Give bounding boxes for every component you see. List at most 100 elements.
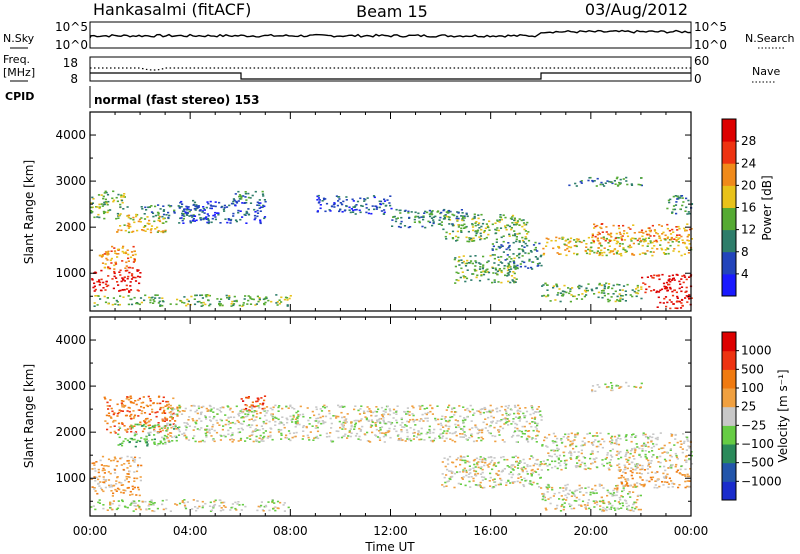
velocity-echo-cell <box>545 445 548 447</box>
velocity-echo-cell <box>481 429 484 432</box>
power-echo-cell <box>607 233 610 236</box>
velocity-echo-cell <box>627 504 630 507</box>
power-echo-cell <box>536 258 539 260</box>
velocity-echo-cell <box>297 414 300 416</box>
velocity-echo-cell <box>388 413 392 416</box>
velocity-echo-cell <box>463 425 466 428</box>
velocity-echo-cell <box>255 400 258 403</box>
power-echo-cell <box>446 215 449 218</box>
power-echo-cell <box>498 219 501 221</box>
power-echo-cell <box>512 280 515 282</box>
power-echo-cell <box>264 298 267 300</box>
power-echo-cell <box>681 197 684 199</box>
power-echo-cell <box>630 183 633 185</box>
power-echo-cell <box>672 303 675 305</box>
power-echo-cell <box>97 213 100 216</box>
velocity-echo-cell <box>382 420 385 423</box>
power-echo-cell <box>611 287 614 290</box>
power-echo-cell <box>675 240 678 242</box>
power-echo-cell <box>650 275 653 277</box>
power-echo-cell <box>341 211 344 213</box>
power-echo-cell <box>612 284 615 287</box>
power-echo-cell <box>585 243 588 245</box>
velocity-echo-cell <box>149 419 152 421</box>
velocity-echo-cell <box>639 456 642 458</box>
velocity-echo-cell <box>554 435 557 438</box>
velocity-echo-cell <box>464 461 467 464</box>
velocity-echo-cell <box>393 428 396 430</box>
power-echo-cell <box>474 255 477 257</box>
velocity-echo-cell <box>178 426 181 428</box>
velocity-echo-cell <box>481 458 484 461</box>
velocity-echo-cell <box>461 429 465 432</box>
power-echo-cell <box>470 237 473 240</box>
velocity-echo-cell <box>341 406 344 408</box>
velocity-echo-cell <box>418 438 421 441</box>
power-echo-cell <box>180 205 183 208</box>
velocity-echo-cell <box>291 418 294 420</box>
velocity-echo-cell <box>341 416 344 419</box>
power-echo-cell <box>463 215 466 217</box>
power-echo-cell <box>119 295 122 297</box>
power-echo-cell <box>495 229 498 231</box>
power-echo-cell <box>129 266 132 269</box>
power-echo-cell <box>363 200 366 202</box>
power-echo-cell <box>621 243 624 245</box>
power-echo-cell <box>432 216 435 218</box>
velocity-echo-cell <box>132 459 135 462</box>
velocity-echo-cell <box>579 463 582 466</box>
velocity-echo-cell <box>569 505 572 508</box>
power-echo-cell <box>603 287 606 290</box>
velocity-echo-cell <box>503 468 506 470</box>
velocity-echo-cell <box>620 507 623 509</box>
power-echo-cell <box>615 252 619 255</box>
velocity-echo-cell <box>120 464 123 466</box>
velocity-echo-cell <box>149 427 152 429</box>
velocity-echo-cell <box>109 506 112 509</box>
velocity-echo-cell <box>183 432 186 434</box>
velocity-echo-cell <box>624 484 627 486</box>
velocity-echo-cell <box>575 466 578 469</box>
velocity-echo-cell <box>256 509 259 512</box>
velocity-echo-cell <box>613 494 616 497</box>
velocity-echo-cell <box>525 470 529 473</box>
power-echo-cell <box>685 278 688 281</box>
power-echo-cell <box>184 211 187 214</box>
power-echo-cell <box>226 296 229 299</box>
velocity-echo-cell <box>440 424 443 427</box>
velocity-echo-cell <box>593 506 596 508</box>
velocity-echo-cell <box>616 491 619 493</box>
power-echo-cell <box>90 210 93 212</box>
velocity-echo-cell <box>171 425 175 428</box>
power-echo-cell <box>656 274 659 277</box>
velocity-echo-cell <box>350 424 353 427</box>
power-echo-cell <box>667 248 670 250</box>
velocity-echo-cell <box>662 476 666 478</box>
velocity-echo-cell <box>556 437 559 440</box>
power-echo-cell <box>92 198 95 200</box>
power-echo-cell <box>664 253 667 255</box>
power-echo-cell <box>204 294 207 296</box>
velocity-echo-cell <box>644 433 647 436</box>
power-echo-cell <box>603 285 606 288</box>
velocity-echo-cell <box>453 486 456 489</box>
velocity-echo-cell <box>626 461 629 463</box>
velocity-echo-cell <box>549 502 552 505</box>
velocity-echo-cell <box>572 492 575 495</box>
power-echo-cell <box>616 250 619 252</box>
power-echo-cell <box>111 303 114 306</box>
power-echo-cell <box>460 215 463 217</box>
velocity-echo-cell <box>511 468 514 470</box>
velocity-echo-cell <box>228 409 232 411</box>
power-echo-cell <box>681 204 684 207</box>
velocity-echo-cell <box>519 460 522 462</box>
velocity-echo-cell <box>480 476 484 478</box>
velocity-echo-cell <box>140 425 144 427</box>
velocity-echo-cell <box>577 465 580 468</box>
power-echo-cell <box>480 228 483 231</box>
velocity-echo-cell <box>280 434 283 436</box>
power-echo-cell <box>110 257 113 260</box>
velocity-echo-cell <box>224 506 227 508</box>
power-echo-cell <box>516 264 519 267</box>
power-echo-cell <box>511 279 514 281</box>
